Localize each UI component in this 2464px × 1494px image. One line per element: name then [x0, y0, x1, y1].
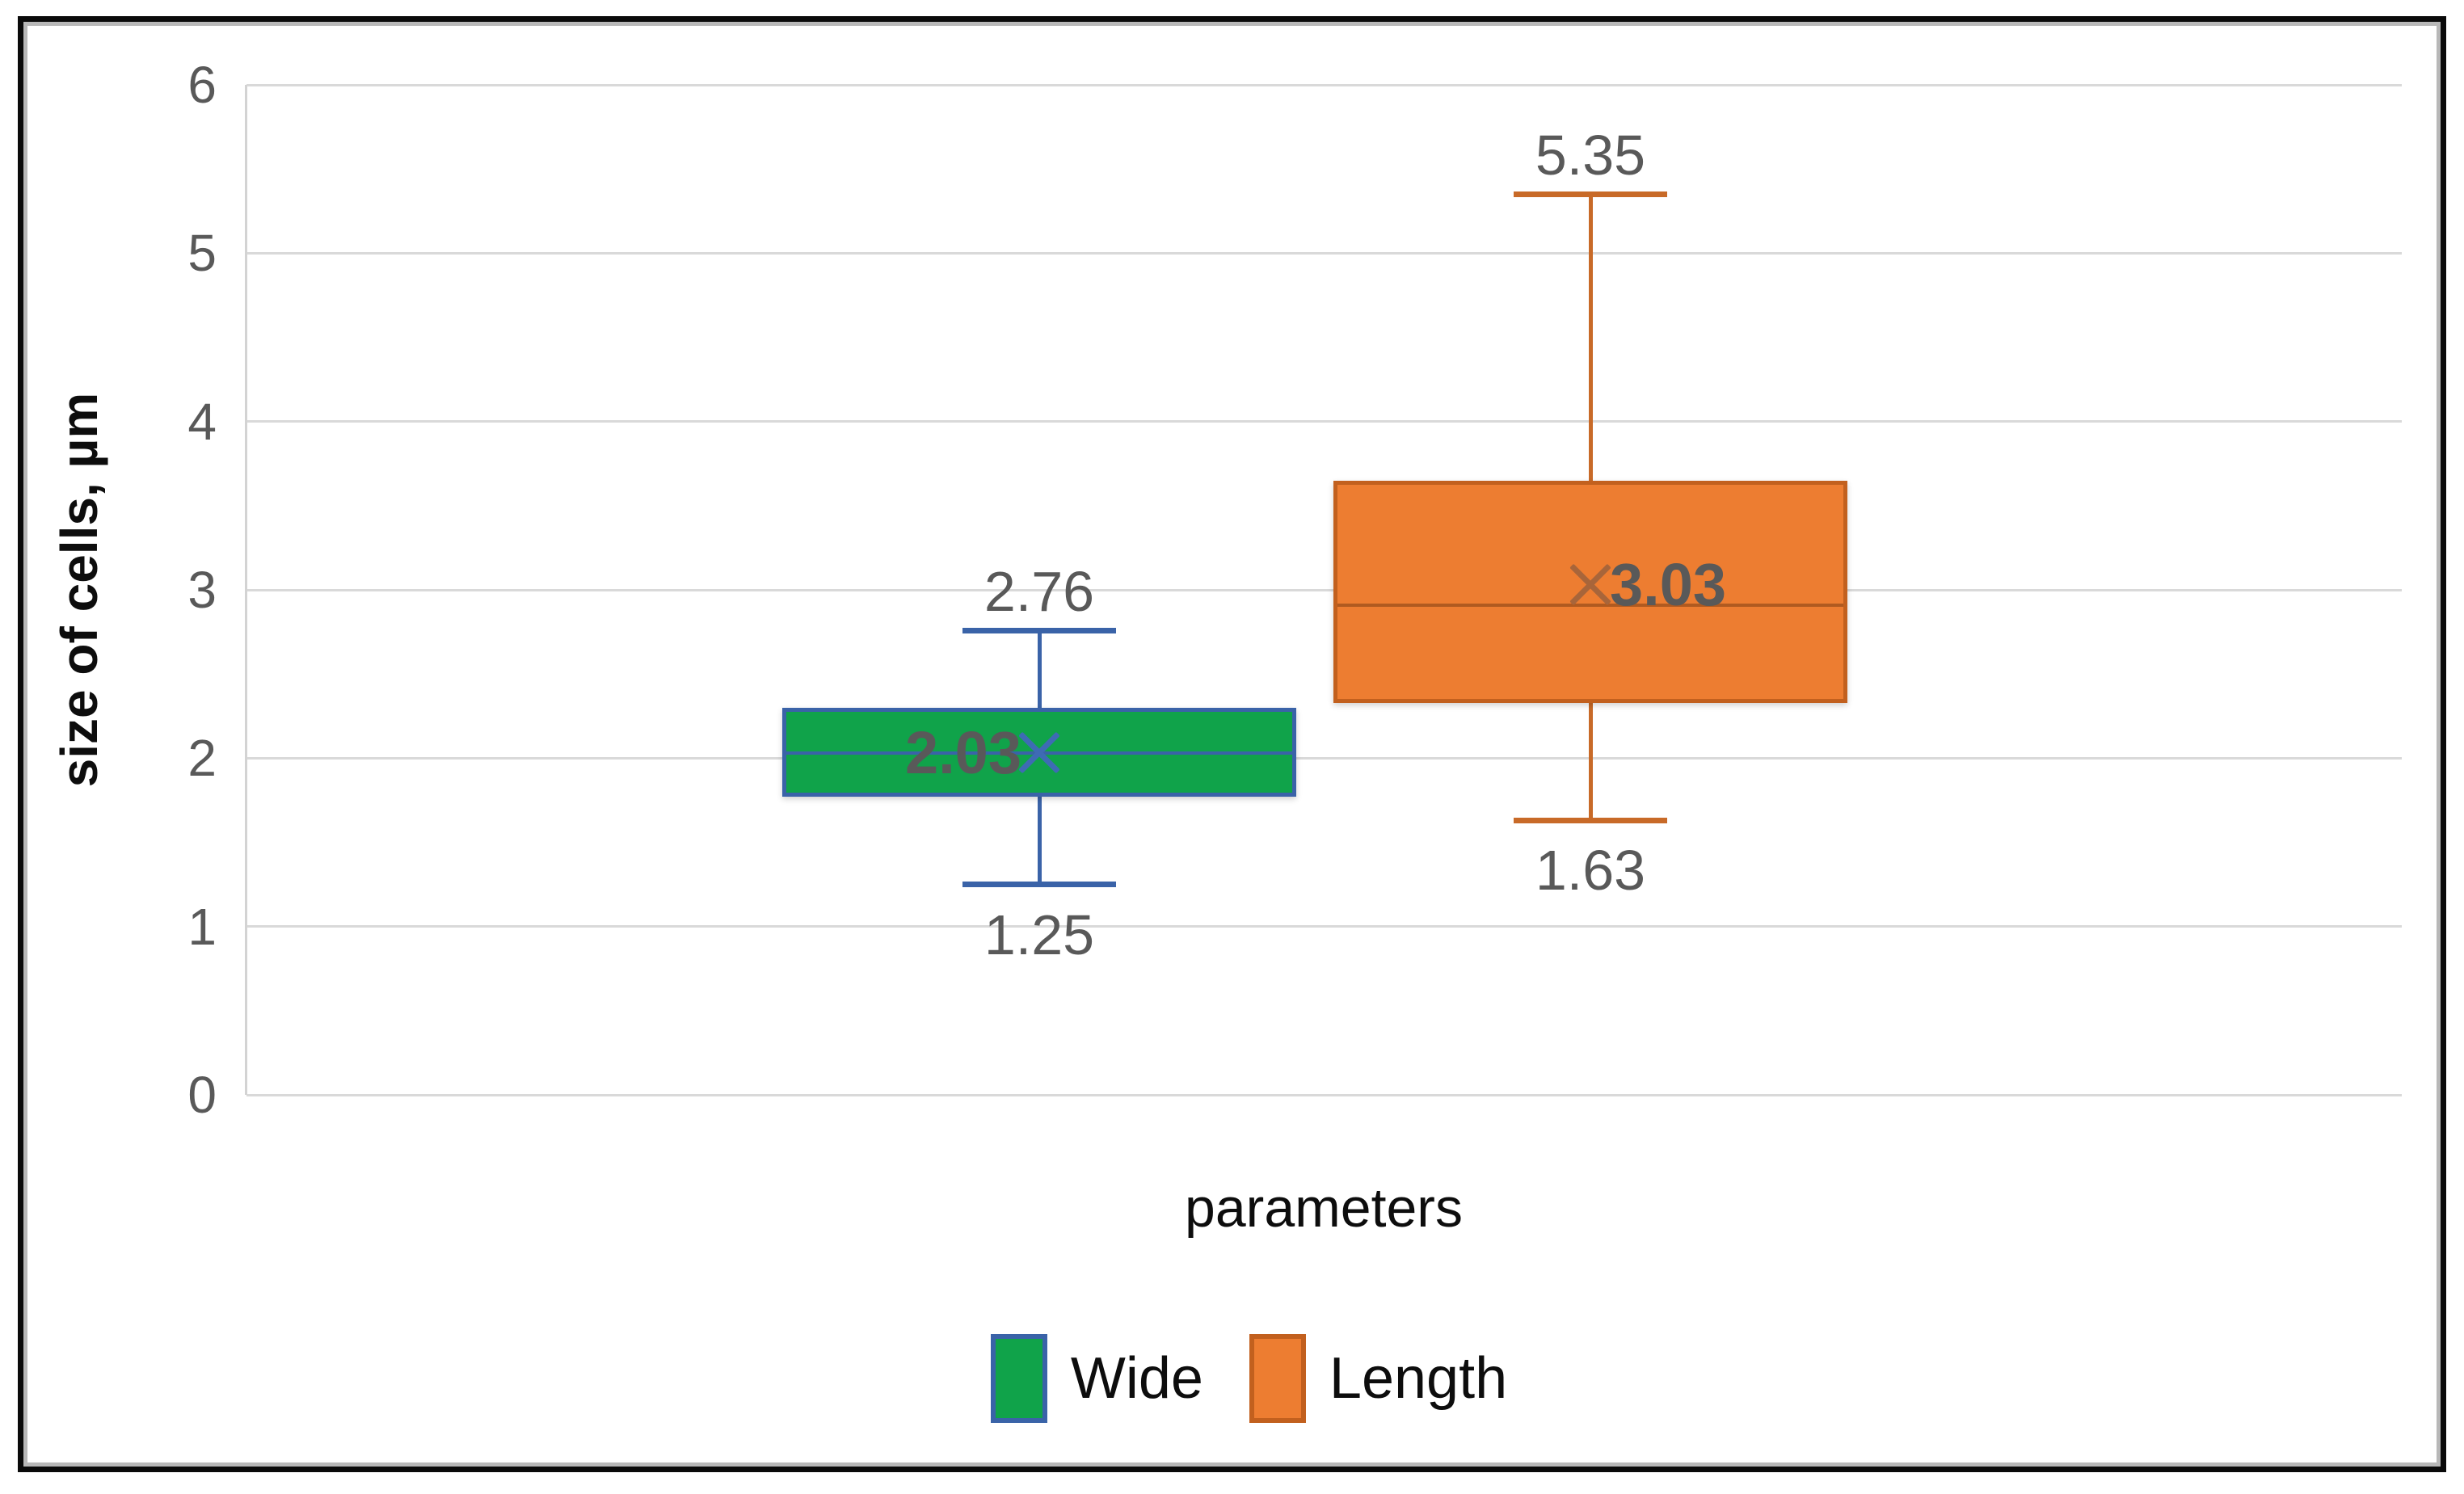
- wide-whisker-cap-bottom: [962, 882, 1116, 888]
- y-tick-label: 6: [187, 56, 217, 114]
- gridline: [246, 251, 2402, 255]
- x-axis-title: parameters: [1185, 1177, 1463, 1239]
- length-mean-label: 3.03: [1610, 550, 1727, 618]
- gridline: [246, 83, 2402, 86]
- wide-whisker-bottom: [1037, 797, 1042, 885]
- legend-item-wide: Wide: [990, 1334, 1203, 1423]
- length-max-label: 5.35: [1535, 124, 1646, 187]
- legend-item-length: Length: [1249, 1334, 1507, 1423]
- y-tick-label: 4: [187, 392, 217, 451]
- y-tick-label: 2: [187, 729, 217, 788]
- y-axis-line: [245, 85, 247, 1095]
- y-axis-title: size of cells, µm: [50, 392, 108, 788]
- wide-whisker-top: [1037, 630, 1042, 708]
- length-whisker-bottom: [1588, 702, 1593, 821]
- length-swatch-icon: [1249, 1334, 1306, 1423]
- wide-whisker-cap-top: [962, 627, 1116, 633]
- gridline: [246, 925, 2402, 928]
- y-tick-label: 5: [187, 224, 217, 283]
- wide-swatch-icon: [990, 1334, 1047, 1423]
- y-tick-label: 0: [187, 1066, 217, 1124]
- length-box: [1333, 480, 1847, 703]
- legend-label: Length: [1329, 1346, 1508, 1411]
- wide-mean-label: 2.03: [904, 719, 1021, 787]
- length-whisker-top: [1588, 194, 1593, 481]
- gridline: [246, 420, 2402, 423]
- legend-label: Wide: [1070, 1346, 1203, 1411]
- gridline: [246, 756, 2402, 760]
- legend: Wide Length: [0, 1332, 2464, 1425]
- length-whisker-cap-bottom: [1514, 817, 1667, 823]
- y-tick-label: 3: [187, 561, 217, 619]
- wide-min-label: 1.25: [983, 903, 1095, 966]
- gridline: [246, 588, 2402, 591]
- length-median-line: [1337, 603, 1843, 607]
- length-min-label: 1.63: [1535, 839, 1646, 903]
- y-tick-label: 1: [187, 897, 217, 956]
- wide-max-label: 2.76: [983, 560, 1095, 623]
- gridline: [246, 1093, 2402, 1096]
- length-whisker-cap-top: [1514, 191, 1667, 197]
